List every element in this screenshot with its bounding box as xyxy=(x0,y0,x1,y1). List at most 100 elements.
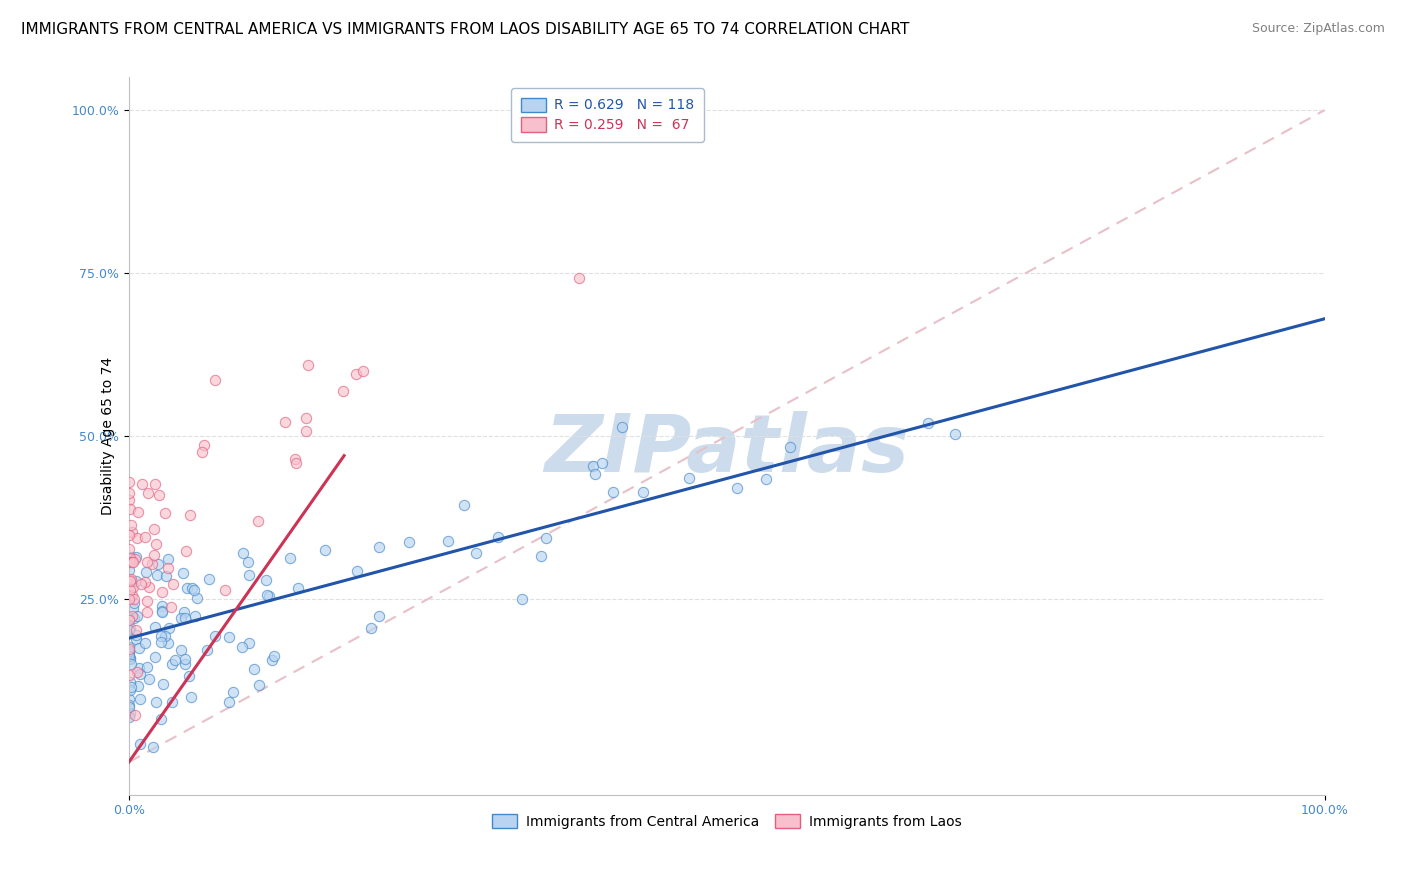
Point xyxy=(127,608,149,623)
Point xyxy=(943,427,966,442)
Point xyxy=(122,601,145,615)
Point xyxy=(138,580,160,594)
Point xyxy=(136,606,159,620)
Point xyxy=(125,549,148,564)
Point xyxy=(118,592,141,607)
Point xyxy=(135,566,157,580)
Point xyxy=(118,709,141,723)
Point xyxy=(678,471,700,485)
Point xyxy=(186,591,208,605)
Point xyxy=(134,575,156,590)
Point xyxy=(118,621,141,635)
Point xyxy=(118,624,141,638)
Y-axis label: Disability Age 65 to 74: Disability Age 65 to 74 xyxy=(101,357,115,516)
Point xyxy=(368,540,391,554)
Point xyxy=(232,546,254,560)
Point xyxy=(134,636,156,650)
Point xyxy=(131,477,153,491)
Point xyxy=(128,667,150,681)
Point xyxy=(125,574,148,588)
Point xyxy=(284,452,307,467)
Point xyxy=(124,596,146,610)
Point xyxy=(169,610,191,624)
Point xyxy=(165,653,187,667)
Point xyxy=(259,589,281,603)
Point xyxy=(125,623,148,637)
Point xyxy=(118,612,141,626)
Point xyxy=(204,373,226,387)
Point xyxy=(124,708,146,723)
Point xyxy=(352,364,374,378)
Point xyxy=(591,456,613,470)
Point xyxy=(143,476,166,491)
Point xyxy=(779,440,801,454)
Point xyxy=(582,459,605,474)
Point xyxy=(254,573,277,587)
Point xyxy=(917,417,939,431)
Point xyxy=(124,551,146,566)
Point xyxy=(122,555,145,569)
Point xyxy=(146,558,169,572)
Point xyxy=(231,640,253,654)
Point xyxy=(160,695,183,709)
Point xyxy=(162,577,184,591)
Point xyxy=(204,629,226,643)
Point xyxy=(256,588,278,602)
Point xyxy=(174,610,197,624)
Point xyxy=(278,550,301,565)
Point xyxy=(157,552,180,566)
Point xyxy=(214,582,236,597)
Point xyxy=(143,522,166,536)
Point xyxy=(118,640,141,654)
Point xyxy=(160,599,183,614)
Point xyxy=(120,681,142,695)
Point xyxy=(118,675,141,690)
Point xyxy=(222,684,245,698)
Point xyxy=(118,574,141,588)
Point xyxy=(155,629,177,643)
Point xyxy=(120,657,142,671)
Point xyxy=(173,605,195,619)
Point xyxy=(284,456,307,470)
Point xyxy=(118,528,141,542)
Point xyxy=(120,501,142,516)
Point xyxy=(169,643,191,657)
Point xyxy=(157,621,180,635)
Point xyxy=(145,536,167,550)
Point xyxy=(346,565,368,579)
Point xyxy=(118,550,141,565)
Point xyxy=(156,636,179,650)
Point xyxy=(127,505,149,519)
Point xyxy=(238,567,260,582)
Point xyxy=(118,542,141,557)
Point xyxy=(136,555,159,569)
Point xyxy=(153,506,176,520)
Point xyxy=(181,581,204,595)
Point xyxy=(172,566,194,581)
Point xyxy=(530,549,553,563)
Point xyxy=(118,563,141,577)
Point xyxy=(583,467,606,482)
Point xyxy=(218,695,240,709)
Point xyxy=(118,692,141,706)
Point xyxy=(174,652,197,666)
Point xyxy=(143,620,166,634)
Point xyxy=(120,549,142,564)
Point xyxy=(246,514,269,528)
Point xyxy=(131,577,153,591)
Point xyxy=(174,657,197,671)
Point xyxy=(294,411,316,425)
Point xyxy=(610,420,633,434)
Point xyxy=(145,695,167,709)
Point xyxy=(118,642,141,657)
Point xyxy=(150,604,173,618)
Point xyxy=(367,609,389,624)
Point xyxy=(247,678,270,692)
Point xyxy=(263,648,285,663)
Text: IMMIGRANTS FROM CENTRAL AMERICA VS IMMIGRANTS FROM LAOS DISABILITY AGE 65 TO 74 : IMMIGRANTS FROM CENTRAL AMERICA VS IMMIG… xyxy=(21,22,910,37)
Point xyxy=(274,416,297,430)
Point xyxy=(127,679,149,693)
Point xyxy=(437,533,460,548)
Point xyxy=(121,555,143,569)
Point xyxy=(122,592,145,607)
